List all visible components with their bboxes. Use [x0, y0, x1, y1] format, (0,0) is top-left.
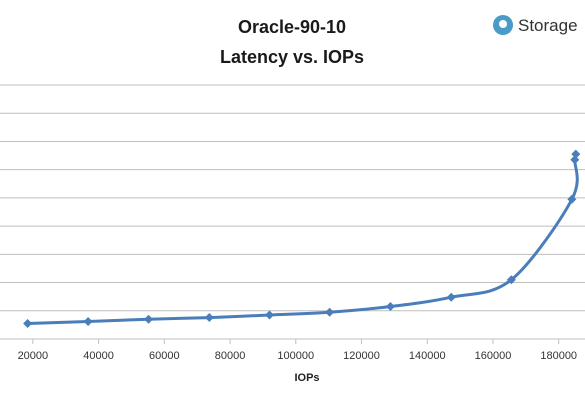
- data-point-marker: [325, 307, 335, 317]
- storage-logo: Storage: [493, 15, 578, 35]
- data-point-marker: [23, 318, 33, 328]
- series-line: [26, 152, 579, 325]
- data-point-marker: [204, 313, 214, 323]
- x-tick-label: 180000: [540, 350, 577, 362]
- x-tick-label: 60000: [149, 350, 180, 362]
- data-point-marker: [385, 302, 395, 312]
- x-tick-label: 100000: [277, 350, 314, 362]
- data-point-marker: [446, 292, 456, 302]
- x-tick-label: 40000: [83, 350, 114, 362]
- data-point-marker: [83, 317, 93, 327]
- storage-logo-icon-hole: [499, 20, 507, 28]
- data-point-marker: [571, 149, 581, 159]
- x-tick-label: 80000: [215, 350, 246, 362]
- x-tick-label: 140000: [409, 350, 446, 362]
- y-gridlines: [0, 84, 585, 312]
- x-tick-label: 120000: [343, 350, 380, 362]
- x-axis-label: IOPs: [294, 372, 319, 384]
- storage-logo-text: Storage: [518, 16, 578, 35]
- data-point-marker: [264, 310, 274, 320]
- x-tick-label: 20000: [18, 350, 49, 362]
- data-point-marker: [144, 314, 154, 324]
- data-point-marker: [570, 155, 580, 165]
- data-point-marker: [567, 194, 577, 204]
- x-tick-label: 160000: [475, 350, 512, 362]
- series-markers: [23, 149, 581, 328]
- chart-subtitle: Latency vs. IOPs: [220, 47, 364, 67]
- storage-logo-icon-tail: [498, 30, 503, 35]
- data-point-marker: [506, 275, 516, 285]
- chart-title: Oracle-90-10: [238, 17, 346, 37]
- x-axis-ticks: 20000 40000 60000 80000 100000 120000 140000 16…: [18, 339, 577, 362]
